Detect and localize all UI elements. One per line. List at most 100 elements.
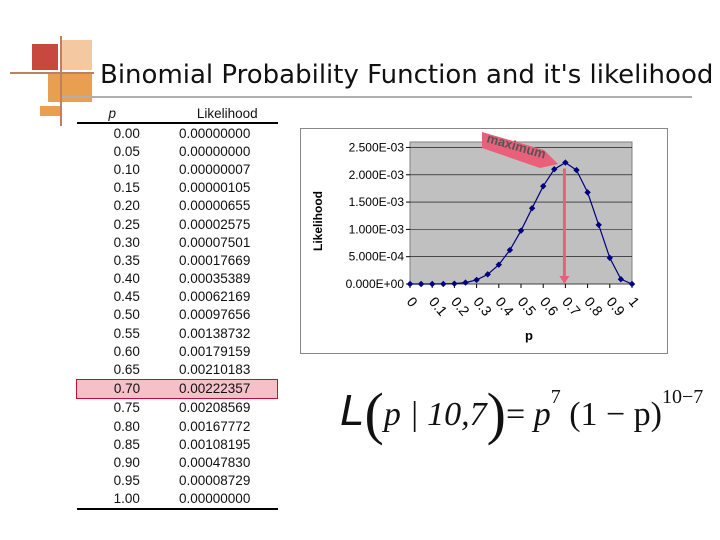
data-point <box>517 227 525 234</box>
likelihood-table: p Likelihood 0.00 0.00000000 0.05 0.0000000… <box>76 104 278 510</box>
cell-likelihood: 0.00000000 <box>179 125 251 141</box>
formula-args: p | 10,7 <box>383 396 487 433</box>
cell-likelihood: 0.00062169 <box>179 289 251 305</box>
cell-likelihood: 0.00000655 <box>179 198 251 214</box>
cell-likelihood: 0.00035389 <box>179 271 251 287</box>
cell-likelihood: 0.00000105 <box>179 180 251 196</box>
page-title: Binomial Probability Function and it's l… <box>100 60 714 90</box>
data-point <box>451 280 458 287</box>
data-point <box>462 279 469 286</box>
data-point <box>584 189 591 196</box>
table-row: 0.75 0.00208569 <box>77 398 278 417</box>
decor-line-vertical <box>60 36 62 126</box>
formula-base2: (1 − p) <box>569 396 663 433</box>
cell-p: 0.70 <box>76 378 177 399</box>
data-point <box>573 166 580 174</box>
formula-exp1: 7 <box>550 386 561 408</box>
table-row: 0.00 0.00000000 <box>77 123 278 142</box>
likelihood-chart: 0.000E+00 5.000E-04 1.000E-03 1.500E-03 2.00… <box>300 128 668 354</box>
cell-p: 0.85 <box>113 436 140 452</box>
cell-likelihood: 0.00138732 <box>179 325 251 341</box>
y-tick-label: 1.000E-03 <box>349 222 405 236</box>
cell-likelihood: 0.00167772 <box>179 418 251 434</box>
header-likelihood: Likelihood <box>196 105 258 121</box>
data-point <box>417 280 425 288</box>
x-axis-label: p <box>525 328 533 343</box>
table-row: 0.45 0.00062169 <box>77 288 278 306</box>
table-row: 0.85 0.00108195 <box>77 435 278 453</box>
cell-likelihood: 0.00008729 <box>179 473 251 489</box>
cell-likelihood: 0.00000000 <box>179 143 251 159</box>
y-tick-label: 0.000E+00 <box>346 277 405 291</box>
cell-p: 0.45 <box>113 289 140 305</box>
data-point <box>495 261 502 268</box>
cell-p: 0.05 <box>113 143 140 159</box>
cell-p: 0.30 <box>113 234 140 250</box>
y-tick-label: 5.000E-04 <box>349 250 405 264</box>
cell-likelihood: 0.00097656 <box>179 307 251 323</box>
table-row: 0.20 0.00000655 <box>77 197 278 215</box>
y-tick-label: 1.500E-03 <box>349 195 405 209</box>
title-underline <box>62 96 692 98</box>
decor-square-peach <box>62 40 92 70</box>
formula-exp2: 10−7 <box>662 386 704 408</box>
cell-likelihood: 0.00000007 <box>179 161 251 177</box>
table-row: 0.95 0.00008729 <box>77 472 278 490</box>
cell-likelihood: 0.00208569 <box>179 400 251 416</box>
table-row: 0.90 0.00047830 <box>77 453 278 471</box>
table-row: 0.25 0.00002575 <box>77 215 278 233</box>
data-point <box>506 246 514 254</box>
table-row: 0.05 0.00000000 <box>77 142 278 160</box>
decor-square-small <box>40 106 62 116</box>
cell-p: 0.10 <box>113 161 140 177</box>
table-row: 1.00 0.00000000 <box>76 490 278 509</box>
table-row: 0.65 0.00210183 <box>77 360 278 379</box>
table-row: 0.55 0.00138732 <box>77 324 278 342</box>
cell-p: 0.80 <box>113 418 140 434</box>
cell-p: 0.75 <box>113 400 140 416</box>
cell-likelihood: 0.00002575 <box>179 216 251 232</box>
cell-likelihood: 0.00000000 <box>179 491 251 507</box>
cell-p: 0.60 <box>113 343 140 359</box>
table-row: 0.50 0.00097656 <box>77 306 278 324</box>
cell-likelihood: 0.00179159 <box>179 343 251 359</box>
cell-p: 0.40 <box>113 271 140 287</box>
table-header-row: p Likelihood <box>76 104 278 123</box>
cell-p: 0.55 <box>113 325 140 341</box>
table-row: 0.40 0.00035389 <box>77 270 278 288</box>
cell-p: 0.25 <box>113 216 140 232</box>
formula-lhs: L <box>340 386 365 435</box>
table-row: 0.35 0.00017669 <box>77 251 278 269</box>
decor-line-horizontal <box>10 72 94 74</box>
likelihood-formula: L(p | 10,7)= p7 (1 − p)10−7 <box>340 381 704 446</box>
y-axis-label: Likelihood <box>311 191 325 251</box>
data-point <box>628 280 636 288</box>
cell-p: 0.35 <box>113 252 140 268</box>
cell-p: 0.20 <box>113 198 140 214</box>
formula-base1: p <box>533 396 551 433</box>
header-p: p <box>108 105 117 121</box>
table-row: 0.80 0.00167772 <box>77 417 278 435</box>
cell-likelihood: 0.00017669 <box>179 252 251 268</box>
cell-likelihood: 0.00222357 <box>177 378 278 399</box>
cell-p: 0.15 <box>113 180 140 196</box>
maximum-arrow-head <box>559 276 570 284</box>
data-point <box>406 280 414 288</box>
cell-p: 0.90 <box>113 454 140 470</box>
y-tick-label: 2.500E-03 <box>349 140 405 154</box>
plot-area <box>409 141 633 285</box>
cell-likelihood: 0.00108195 <box>179 436 251 452</box>
cell-p: 0.95 <box>113 473 140 489</box>
data-point <box>473 276 480 284</box>
table-row: 0.10 0.00000007 <box>77 160 278 178</box>
cell-p: 0.00 <box>113 125 140 141</box>
cell-p: 0.50 <box>113 307 140 323</box>
data-point <box>440 280 447 288</box>
cell-likelihood: 0.00007501 <box>179 234 251 250</box>
cell-likelihood: 0.00047830 <box>179 454 251 470</box>
decor-square-red <box>32 44 58 70</box>
maximum-callout <box>482 132 558 168</box>
y-tick-label: 2.000E-03 <box>349 168 405 182</box>
cell-p: 1.00 <box>113 491 140 507</box>
table-row: 0.60 0.00179159 <box>77 342 278 360</box>
